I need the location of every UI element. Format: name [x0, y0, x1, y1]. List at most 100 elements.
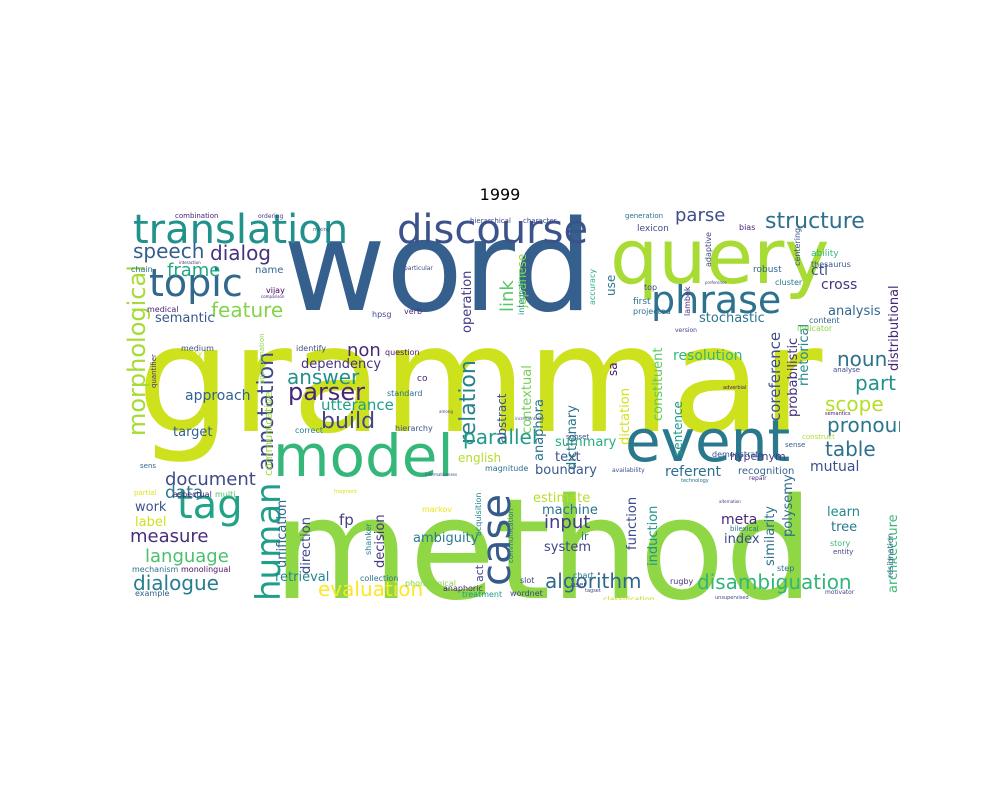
word-meta: meta — [721, 512, 757, 528]
word-standard: standard — [387, 389, 422, 398]
word-learn: learn — [827, 505, 860, 520]
word-topic: topic — [149, 261, 243, 305]
word-speech: speech — [133, 239, 204, 263]
word-dictation: dictation — [618, 388, 633, 445]
word-quality: quality — [175, 349, 203, 358]
word-medium: medium — [181, 344, 214, 353]
word-part: part — [855, 371, 896, 395]
word-translation: translation — [133, 207, 348, 253]
word-evaluation: evaluation — [318, 577, 423, 600]
word-combination: combination — [175, 212, 218, 220]
chart-title: 1999 — [479, 185, 521, 204]
word-dialogue: dialogue — [133, 571, 219, 595]
word-similarity: similarity — [763, 506, 778, 566]
word-function: function — [625, 497, 640, 550]
word-contextual: contextual — [520, 365, 535, 434]
word-classification: classification — [603, 595, 655, 600]
word-utterance: utterance — [321, 396, 394, 414]
word-japanese: japanese — [515, 254, 529, 309]
word-dialog: dialog — [210, 241, 271, 265]
word-aspectual: aspectual — [173, 490, 212, 499]
word-disambiguation: disambiguation — [697, 570, 852, 594]
word-target: target — [173, 425, 213, 440]
word-parser: parser — [288, 378, 365, 406]
word-case: case — [474, 494, 520, 586]
word-availability: availability — [612, 467, 645, 474]
word-structure: structure — [765, 209, 865, 234]
word-verb: verb — [404, 307, 422, 316]
word-operation: operation — [460, 271, 475, 333]
word-build: build — [321, 409, 375, 434]
word-approach: approach — [185, 388, 251, 404]
word-hierarchical: hierarchical — [470, 217, 511, 225]
word-pronoun: pronoun — [827, 413, 900, 437]
word-mixing: mixing — [313, 227, 330, 233]
word-resolution: resolution — [673, 348, 743, 364]
word-resignation: resignation — [886, 533, 895, 578]
word-quantifier: quantifier — [150, 354, 158, 388]
word-collection: collection — [360, 574, 398, 583]
word-co: co — [417, 374, 428, 384]
word-subset: subset — [566, 433, 589, 441]
word-phonological: phonological — [405, 579, 456, 588]
word-phrase: phrase — [651, 278, 781, 322]
word-fp: fp — [339, 511, 354, 529]
word-slot: slot — [520, 576, 534, 585]
word-markov: markov — [422, 505, 452, 514]
word-generation: generation — [625, 212, 663, 220]
word-summary: summary — [555, 435, 617, 450]
word-sense: sense — [785, 441, 805, 449]
word-language: language — [145, 546, 229, 567]
word-use: use — [604, 275, 618, 296]
word-informativeness: informativeness — [425, 472, 457, 477]
word-adverbial: adverbial — [723, 385, 746, 391]
word-identify: identify — [296, 344, 326, 353]
word-ctl: ctl — [811, 263, 828, 279]
word-machine: machine — [542, 503, 598, 518]
word-user: user — [571, 581, 586, 589]
word-magnitude: magnitude — [485, 464, 528, 473]
word-induction: induction — [646, 506, 661, 566]
word-indicator: indicator — [797, 324, 833, 333]
word-tag: tag — [177, 482, 243, 528]
word-interaction: interaction — [179, 260, 201, 265]
word-ability: ability — [811, 249, 839, 259]
word-annotation: annotation — [254, 352, 279, 471]
word-fragment: fragment — [334, 489, 357, 495]
word-treatment: treatment — [462, 590, 502, 599]
word-semantic: semantic — [155, 311, 215, 326]
word-construct: construct — [802, 433, 835, 441]
word-question: question — [385, 348, 420, 357]
word-mechanism: mechanism — [132, 565, 179, 574]
word-lambek: lambek — [683, 286, 692, 316]
word-polysemy: polysemy — [781, 474, 796, 537]
word-scope: scope — [825, 392, 884, 416]
word-particular: particular — [404, 265, 433, 272]
word-approximation: approximation — [258, 333, 266, 384]
word-comparison: comparison — [261, 294, 285, 299]
word-parallel: parallel — [463, 425, 537, 449]
word-bilexical: bilexical — [730, 525, 759, 533]
word-sentence: sentence — [671, 401, 685, 456]
word-direction: direction — [299, 517, 314, 574]
word-dependency: dependency — [301, 357, 381, 372]
word-chart: chart — [573, 571, 594, 580]
word-anaphora: anaphora — [532, 399, 547, 461]
word-sens: sens — [140, 462, 156, 470]
word-mutual: mutual — [810, 459, 859, 475]
word-text: text — [555, 450, 581, 465]
word-repair: repair — [749, 475, 767, 482]
word-work: work — [135, 500, 167, 515]
word-ambiguity: ambiguity — [413, 531, 479, 546]
word-cross: cross — [821, 277, 857, 293]
word-vijay: vijay — [266, 286, 285, 295]
word-among: among — [439, 409, 453, 414]
word-character: character — [523, 217, 557, 225]
word-bias: bias — [739, 223, 755, 232]
word-hierarchy: hierarchy — [395, 424, 433, 433]
word-motivator: motivator — [825, 589, 855, 596]
word-noun: noun — [837, 347, 887, 371]
word-probabilistic: probabilistic — [786, 338, 801, 417]
word-system: system — [544, 540, 591, 555]
word-alternation: alternation — [719, 499, 741, 504]
